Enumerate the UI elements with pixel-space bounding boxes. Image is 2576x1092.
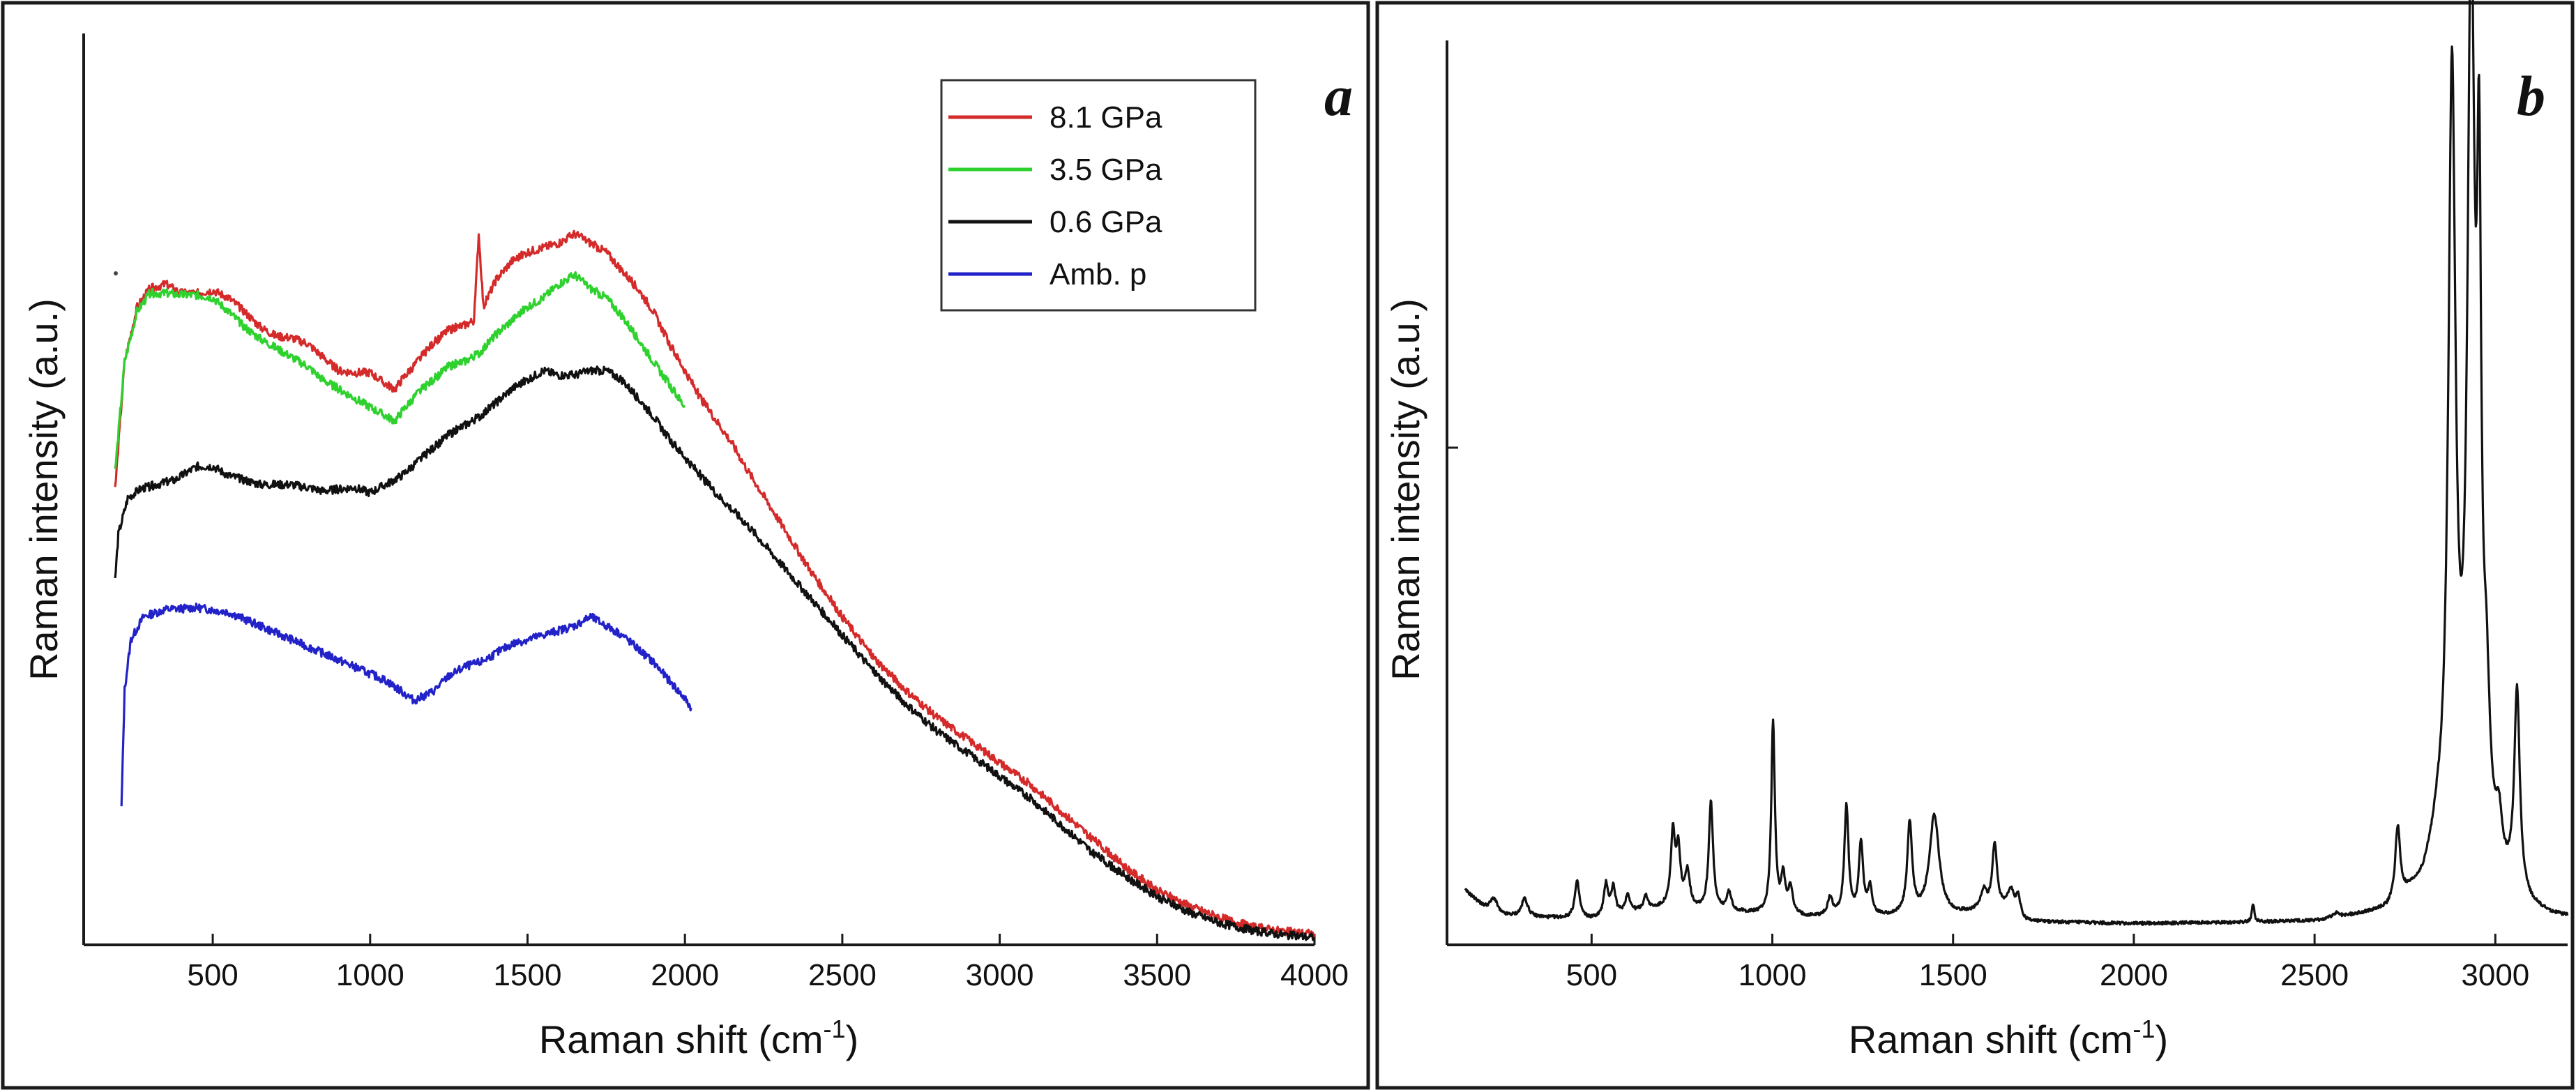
legend-item-3-5-gpa: 3.5 GPa [948,153,1162,187]
legend-label-3-5-gpa: 3.5 GPa [1050,153,1162,187]
legend-item-0-6-gpa: 0.6 GPa [948,205,1162,239]
panel-a-x-tick-label-2500: 2500 [808,958,877,992]
panel-a-x-title-tail: ) [846,1017,859,1061]
panel-a-series-amb-p [120,602,692,807]
legend-item-amb-p: Amb. p [948,257,1146,291]
panel-b-x-tick-label-500: 500 [1566,958,1617,992]
panel-a-x-title-main: Raman shift (cm [539,1017,824,1061]
panel-a-x-tick-label-500: 500 [187,958,238,992]
panel-a-y-title: Raman intensity (a.u.) [22,298,66,681]
panel-b-x-tick-label-2500: 2500 [2280,958,2349,992]
panel-b-frame [1375,1,2575,1090]
panel-a-x-tick-label-1000: 1000 [336,958,404,992]
panel-b-series [1464,0,2569,926]
panel-a-x-tick-label-4000: 4000 [1280,958,1349,992]
panel-b-x-tick-label-1000: 1000 [1738,958,1807,992]
legend-label-0-6-gpa: 0.6 GPa [1050,205,1162,239]
panel-b-x-tick-label-3000: 3000 [2461,958,2529,992]
panel-b-x-title-sup: -1 [2132,1015,2155,1043]
panel-a-series [114,229,1316,941]
panel-a-series-3-5-gpa [114,271,686,469]
panel-b-ticks: 500 1000 1500 2000 2500 3000 [1566,934,2529,992]
panel-b-y-title: Raman intensity (a.u.) [1384,298,1427,681]
panel-a-legend: 8.1 GPa 3.5 GPa 0.6 GPa Amb. p [940,79,1257,312]
panel-b-x-tick-label-1500: 1500 [1919,958,1987,992]
legend-item-8-1-gpa: 8.1 GPa [948,100,1162,135]
panel-a-x-title: Raman shift (cm-1) [539,1015,858,1061]
legend-label-amb-p: Amb. p [1050,257,1146,291]
panel-b: 500 1000 1500 2000 2500 3000 Raman shift (cm-… [1375,0,2575,1090]
panel-b-series-b-spectrum [1464,0,2569,926]
panel-b-x-title-main: Raman shift (cm [1849,1017,2133,1061]
panel-b-x-tick-label-2000: 2000 [2100,958,2168,992]
panel-a-x-tick-label-2000: 2000 [651,958,719,992]
panel-b-x-title-tail: ) [2155,1017,2169,1061]
panel-a-x-tick-label-1500: 1500 [494,958,562,992]
panel-a: 500 1000 1500 2000 2500 3000 3500 4000 Raman sh… [1,1,1370,1090]
panel-a-series-0-6-gpa [114,365,1316,941]
legend-label-8-1-gpa: 8.1 GPa [1050,100,1162,135]
panel-a-x-tick-label-3000: 3000 [966,958,1034,992]
panel-a-x-tick-label-3500: 3500 [1123,958,1191,992]
panel-a-stray-dot [114,271,118,275]
panel-b-x-title: Raman shift (cm-1) [1849,1015,2168,1061]
panel-a-series-8-1-gpa [114,229,1316,939]
panel-a-x-title-sup: -1 [823,1015,845,1043]
panel-a-ticks: 500 1000 1500 2000 2500 3000 3500 4000 [187,934,1349,992]
panel-b-letter: b [2517,64,2545,128]
panel-a-letter: a [1324,64,1353,128]
